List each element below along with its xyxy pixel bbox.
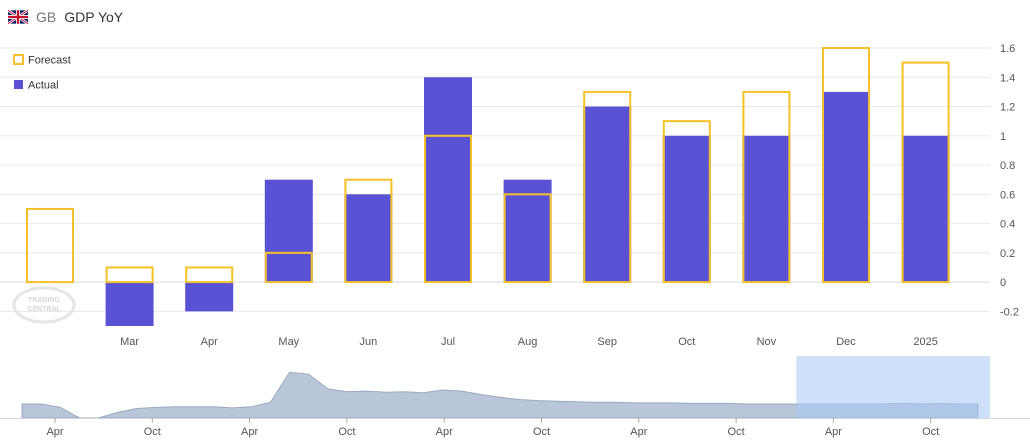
forecast-bar[interactable] — [662, 120, 711, 284]
navigator-selection[interactable] — [796, 356, 990, 418]
actual-bar[interactable] — [503, 179, 552, 283]
forecast-bar[interactable] — [742, 90, 791, 284]
actual-bar[interactable] — [583, 106, 632, 283]
y-tick-label: -0.2 — [1000, 306, 1019, 318]
navigator-label: Oct — [922, 426, 939, 438]
y-tick-label: 0.8 — [1000, 160, 1015, 172]
gdp-bar-chart: TRADING CENTRAL 1.6 1.4 1.2 1 0.8 0.6 0.4 0.2 0 -… — [0, 43, 1019, 348]
actual-bar[interactable] — [662, 135, 711, 283]
navigator-label: Oct — [728, 426, 745, 438]
x-tick-label: Dec — [836, 336, 856, 348]
legend-actual-swatch[interactable] — [14, 80, 23, 89]
actual-bar[interactable] — [822, 91, 870, 283]
y-tick-label: 1 — [1000, 131, 1006, 143]
trading-central-watermark: TRADING CENTRAL — [12, 286, 76, 324]
x-axis: Mar Apr May Jun Jul Aug Sep Oct Nov Dec 2025 — [120, 336, 938, 348]
actual-bar[interactable] — [344, 194, 393, 283]
legend-actual-label[interactable]: Actual — [28, 80, 59, 92]
actual-bar[interactable] — [742, 135, 791, 283]
forecast-bar[interactable] — [344, 178, 393, 284]
navigator-label: Apr — [241, 426, 258, 438]
actual-bar[interactable] — [105, 282, 154, 326]
actual-bar[interactable] — [185, 282, 234, 312]
y-tick-label: 1.6 — [1000, 43, 1015, 55]
x-tick-label: Jul — [441, 336, 455, 348]
navigator-selection-window[interactable] — [796, 356, 990, 418]
navigator-labels: Apr Oct Apr Oct Apr Oct Apr Oct Apr Oct — [46, 418, 939, 438]
forecast-bar[interactable] — [901, 61, 950, 284]
forecast-bar[interactable] — [26, 207, 74, 284]
actual-bar[interactable] — [901, 135, 950, 283]
y-tick-label: 0.4 — [1000, 219, 1015, 231]
actual-bar[interactable] — [424, 77, 472, 283]
watermark-line1: TRADING — [28, 297, 60, 304]
navigator-label: Apr — [630, 426, 647, 438]
navigator-label: Apr — [46, 426, 63, 438]
navigator-label: Oct — [144, 426, 161, 438]
y-tick-label: 0.2 — [1000, 248, 1015, 260]
forecast-bar[interactable] — [424, 134, 472, 284]
y-tick-label: 0 — [1000, 277, 1006, 289]
x-tick-label: Sep — [597, 336, 617, 348]
navigator-label: Apr — [825, 426, 842, 438]
forecast-bar[interactable] — [503, 193, 552, 284]
bars — [26, 47, 950, 326]
x-tick-label: Aug — [518, 336, 538, 348]
country-code: GB — [36, 9, 57, 25]
forecast-bar[interactable] — [105, 266, 154, 284]
forecast-bar[interactable] — [264, 251, 313, 284]
x-tick-label: Nov — [757, 336, 777, 348]
x-tick-label: Oct — [678, 336, 695, 348]
legend-forecast-label[interactable]: Forecast — [28, 55, 71, 67]
x-tick-label: May — [278, 336, 299, 348]
y-tick-label: 1.4 — [1000, 72, 1015, 84]
forecast-bar[interactable] — [583, 90, 632, 284]
x-tick-label: 2025 — [913, 336, 937, 348]
x-tick-label: Mar — [120, 336, 139, 348]
chart-header: GB GDP YoY — [8, 6, 123, 28]
x-tick-label: Apr — [201, 336, 218, 348]
actual-bar[interactable] — [264, 179, 313, 283]
y-axis: 1.6 1.4 1.2 1 0.8 0.6 0.4 0.2 0 -0.2 — [1000, 43, 1019, 318]
chart-title: GDP YoY — [64, 9, 124, 25]
x-tick-label: Jun — [360, 336, 378, 348]
y-tick-label: 0.6 — [1000, 189, 1015, 201]
legend[interactable]: Forecast Actual — [13, 54, 71, 92]
y-tick-label: 1.2 — [1000, 102, 1015, 114]
navigator-label: Apr — [436, 426, 453, 438]
navigator-label: Oct — [338, 426, 355, 438]
watermark-line2: CENTRAL — [27, 306, 61, 313]
united-kingdom-flag-icon — [8, 10, 28, 24]
legend-forecast-swatch[interactable] — [13, 54, 24, 65]
forecast-bar[interactable] — [822, 47, 870, 284]
forecast-bar[interactable] — [185, 266, 234, 284]
navigator-label: Oct — [533, 426, 550, 438]
